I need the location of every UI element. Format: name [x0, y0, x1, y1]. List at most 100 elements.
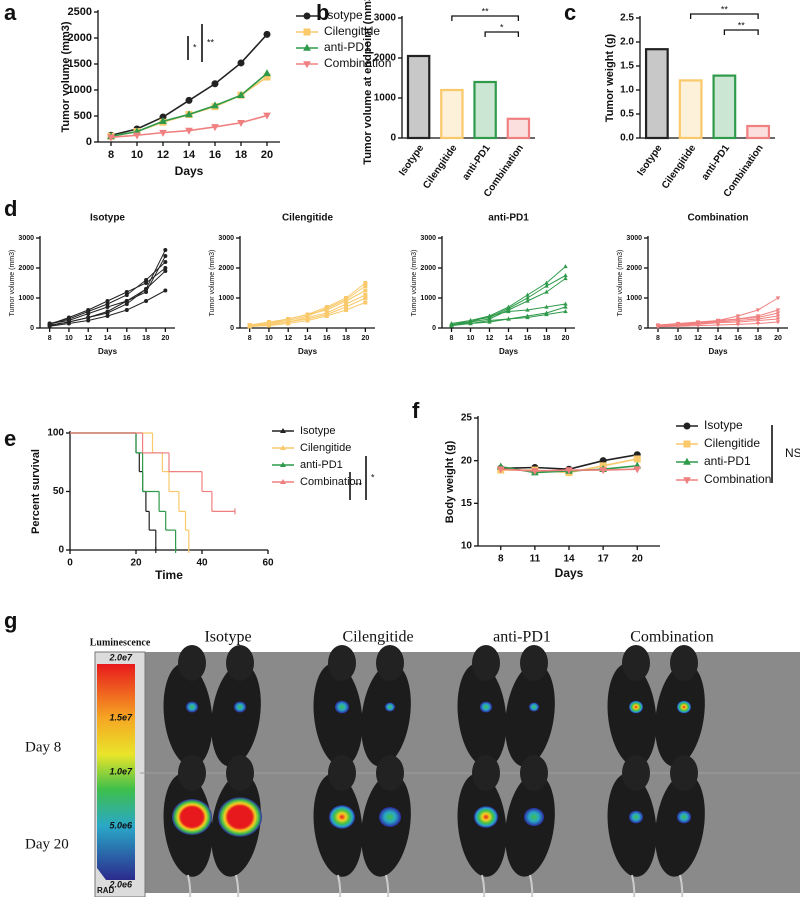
sig-label: *: [500, 22, 504, 32]
signal: [629, 700, 643, 714]
x-axis-label: Time: [155, 568, 183, 582]
marker: [144, 290, 149, 294]
x-tick-label: 14: [505, 335, 513, 342]
mouse: [457, 663, 507, 767]
y-tick-label: 2000: [68, 32, 92, 44]
signal: [385, 702, 395, 712]
signal: [480, 701, 492, 713]
legend-label: Cilengitide: [704, 436, 760, 450]
y-tick-label: 0: [86, 136, 92, 148]
marker: [286, 321, 291, 326]
mouse-head: [520, 755, 548, 791]
x-tick-label: 20: [632, 554, 644, 565]
sig-bracket: [689, 13, 759, 19]
y-axis-label: Tumor volume (mm3): [209, 250, 216, 317]
legend-marker: [280, 479, 286, 484]
marker: [124, 290, 129, 294]
bar: [440, 88, 464, 140]
marker: [496, 466, 505, 474]
marker: [263, 69, 271, 77]
y-tick-label: 0: [390, 133, 396, 144]
mouse: [607, 773, 657, 877]
marker: [683, 477, 691, 485]
marker: [563, 264, 568, 269]
sig-bracket: [723, 29, 759, 35]
x-tick-label: 8: [108, 149, 114, 161]
marker: [105, 311, 110, 315]
y-tick-label: 20: [461, 455, 473, 466]
legend-label: anti-PD1: [324, 40, 371, 54]
x-tick-label: Isotype: [635, 143, 664, 178]
marker: [105, 305, 110, 309]
panel-letter: a: [4, 0, 17, 25]
marker: [599, 467, 607, 475]
marker: [124, 293, 129, 297]
marker: [124, 302, 129, 306]
y-tick-label: 100: [47, 428, 64, 439]
x-tick-label: 16: [734, 335, 742, 342]
y-tick-label: 0: [58, 545, 64, 556]
marker: [86, 318, 91, 323]
y-tick-label: 10: [461, 541, 473, 552]
x-tick-label: 20: [130, 558, 142, 569]
column-label: anti-PD1: [493, 629, 551, 646]
marker: [344, 305, 349, 309]
legend-label: Cilengitide: [300, 442, 351, 454]
mouse: [361, 663, 411, 767]
x-tick-label: 12: [694, 335, 702, 342]
x-tick-label: 12: [486, 335, 494, 342]
mouse-tail: [529, 874, 534, 897]
y-tick-label: 2000: [218, 265, 234, 272]
marker: [263, 112, 271, 120]
marker: [247, 324, 252, 329]
marker: [449, 323, 454, 328]
legend-marker: [280, 428, 286, 433]
y-tick-label: 1500: [68, 58, 92, 70]
marker: [66, 315, 71, 320]
sig-label: **: [738, 20, 746, 30]
y-tick-label: 0: [30, 325, 34, 332]
sig-label: *: [193, 42, 197, 52]
mouse-head: [328, 645, 356, 681]
y-tick-label: 1.0: [620, 85, 634, 96]
x-tick-label: 18: [235, 149, 247, 161]
marker: [683, 422, 691, 430]
y-tick-label: 2.0: [620, 37, 634, 48]
x-tick-label: 16: [209, 149, 221, 161]
marker: [775, 317, 781, 322]
marker: [344, 299, 349, 303]
y-tick-label: 2500: [68, 6, 92, 18]
mouse-head: [376, 645, 404, 681]
legend-marker: [280, 445, 286, 450]
x-tick-label: 12: [284, 335, 292, 342]
marker: [683, 440, 691, 448]
marker: [525, 307, 530, 312]
scale-tick-label: 2.0e7: [108, 652, 133, 662]
x-tick-label: 14: [563, 554, 575, 565]
mouse-head: [670, 645, 698, 681]
mouse-tail: [187, 874, 192, 897]
scale-title: Luminescence: [90, 637, 151, 648]
marker: [735, 322, 741, 327]
x-tick-label: 18: [543, 335, 551, 342]
mouse: [211, 663, 261, 767]
marker: [544, 280, 549, 285]
sig-bracket: [451, 15, 520, 21]
signal: [677, 700, 691, 714]
marker: [655, 325, 661, 330]
legend-label: Combination: [704, 472, 771, 486]
scale-tick-label: 5.0e6: [109, 820, 133, 830]
signal: [677, 810, 691, 824]
mouse: [163, 663, 213, 767]
panel-letter: b: [316, 0, 329, 25]
marker: [506, 316, 511, 321]
signal: [335, 700, 349, 714]
sig-label: **: [355, 480, 363, 490]
marker: [525, 295, 530, 300]
marker: [303, 12, 311, 20]
x-tick-label: Cilengitide: [421, 143, 460, 192]
chart-title: Combination: [687, 213, 748, 224]
x-tick-label: 10: [265, 335, 273, 342]
marker: [775, 296, 781, 301]
chart-title: Isotype: [90, 213, 125, 224]
